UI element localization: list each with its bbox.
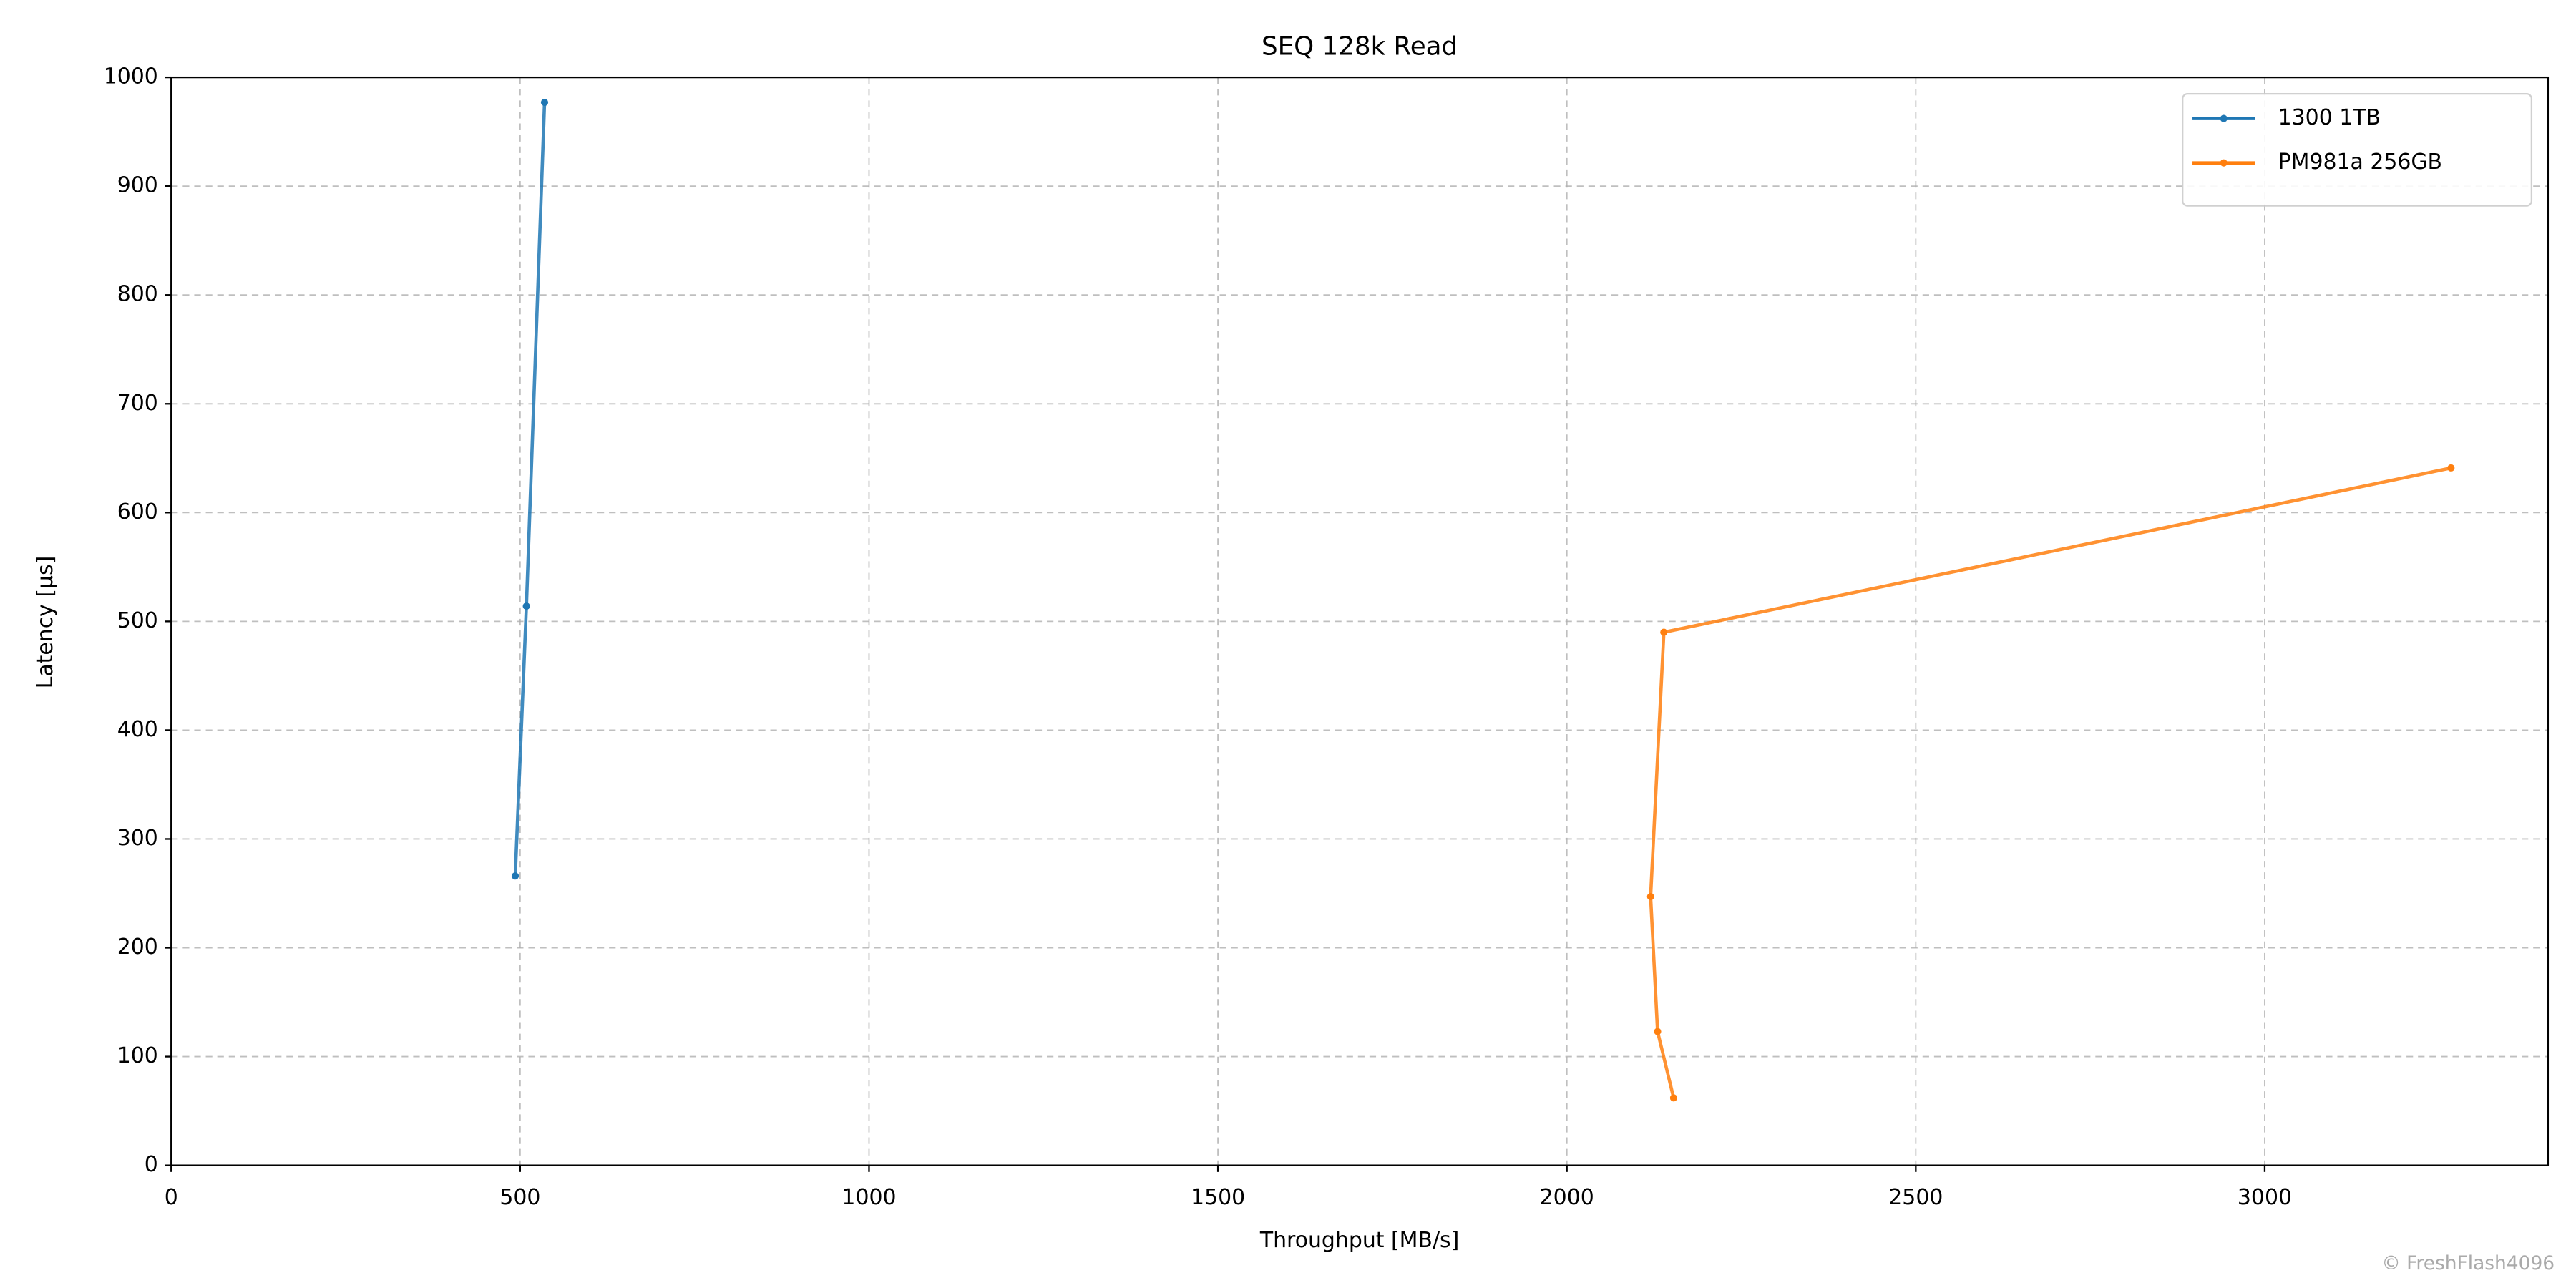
x-tick-label: 1000 (841, 1185, 896, 1210)
legend-label: 1300 1TB (2278, 105, 2381, 130)
x-tick-label: 2500 (1888, 1185, 1943, 1210)
data-point (1646, 892, 1654, 901)
x-tick-label: 0 (165, 1185, 178, 1210)
y-tick-label: 800 (117, 282, 158, 307)
y-tick-label: 0 (145, 1152, 158, 1177)
y-axis-label: Latency [µs] (33, 556, 58, 689)
data-point (2447, 464, 2455, 472)
y-tick-label: 200 (117, 935, 158, 960)
x-tick-label: 500 (499, 1185, 540, 1210)
x-axis-label: Throughput [MB/s] (1259, 1228, 1459, 1253)
y-tick-label: 300 (117, 826, 158, 851)
y-tick-label: 900 (117, 173, 158, 198)
watermark: © FreshFlash4096 (2381, 1252, 2555, 1274)
data-point (1660, 628, 1668, 636)
x-tick-label: 1500 (1191, 1185, 1245, 1210)
y-tick-label: 600 (117, 499, 158, 525)
y-tick-label: 500 (117, 608, 158, 633)
data-point (1654, 1028, 1662, 1035)
legend-label: PM981a 256GB (2278, 150, 2442, 175)
y-tick-label: 100 (117, 1043, 158, 1068)
data-point (522, 602, 530, 610)
legend-marker (2220, 159, 2228, 167)
y-tick-label: 700 (117, 391, 158, 416)
legend-marker (2220, 114, 2228, 122)
data-point (540, 99, 549, 107)
plot-frame (170, 76, 2550, 1166)
chart-title: SEQ 128k Read (1262, 32, 1458, 62)
data-point (511, 872, 519, 880)
y-tick-label: 400 (117, 717, 158, 742)
x-tick-label: 3000 (2238, 1185, 2292, 1210)
x-tick-label: 2000 (1540, 1185, 1594, 1210)
legend-box (2182, 92, 2533, 207)
data-point (1669, 1094, 1677, 1102)
y-tick-label: 1000 (104, 64, 158, 89)
